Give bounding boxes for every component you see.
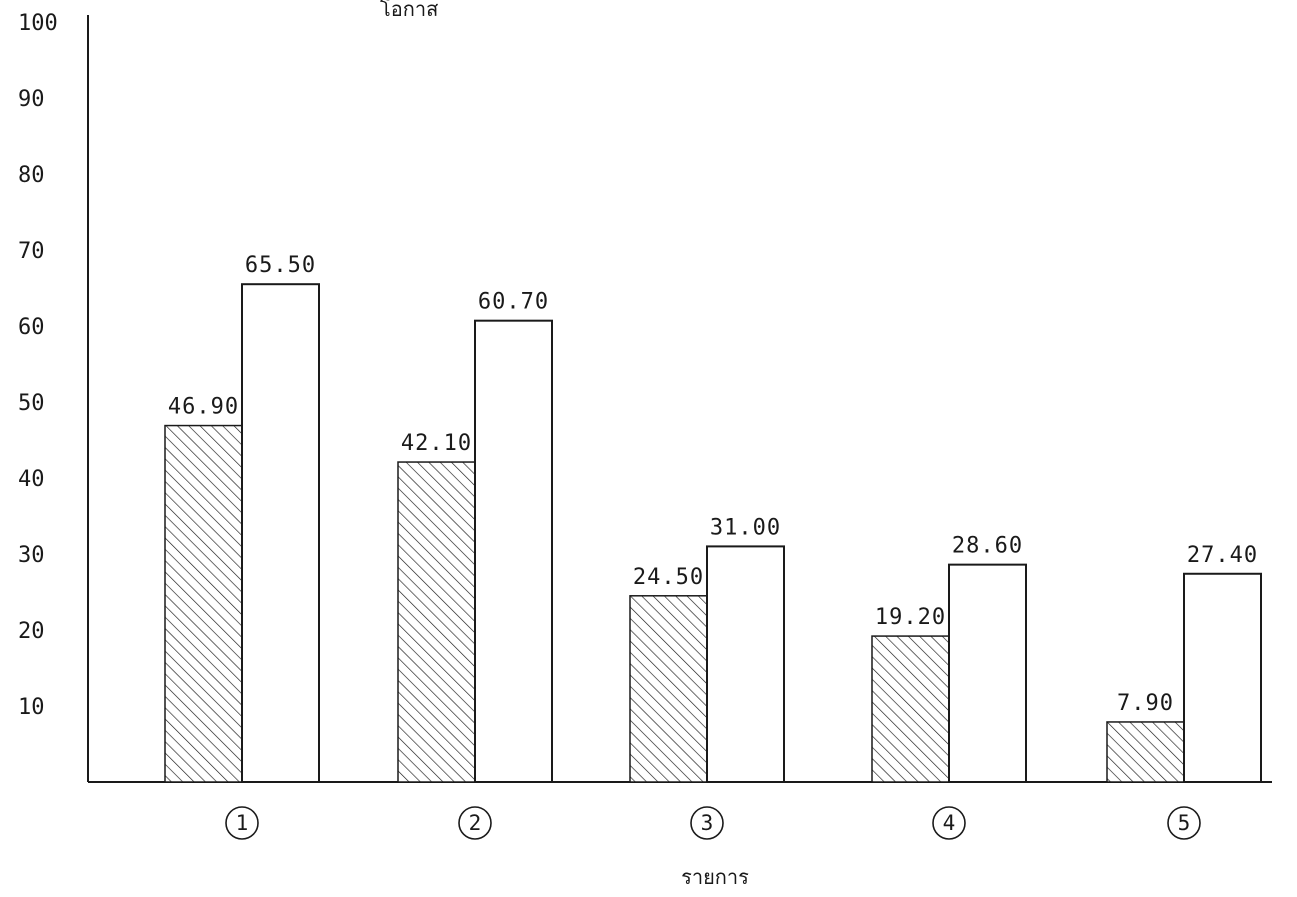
bar-open <box>706 545 785 784</box>
bar-value-label: 42.10 <box>401 431 472 456</box>
category-circle <box>458 806 492 840</box>
y-tick-label: 90 <box>18 87 45 112</box>
bar-group <box>164 283 1262 784</box>
category-label-2: 2 <box>458 806 492 840</box>
category-number: 4 <box>943 811 956 835</box>
y-tick-label: 40 <box>18 467 45 492</box>
category-circle <box>225 806 259 840</box>
category-label-3: 3 <box>690 806 724 840</box>
bar-open <box>241 283 320 783</box>
category-labels: 1 2 3 4 5 <box>225 806 1201 840</box>
value-labels: 46.90 42.10 24.50 19.20 7.90 65.50 60.70 31.00 2… <box>168 253 1258 716</box>
bar-value-label: 31.00 <box>710 515 781 540</box>
bar-hatched <box>629 595 708 783</box>
bar-value-label: 24.50 <box>633 565 704 590</box>
category-label-4: 4 <box>932 806 966 840</box>
category-circle <box>1167 806 1201 840</box>
y-tick-label: 60 <box>18 315 45 340</box>
bar-hatched <box>164 424 243 783</box>
bar-open <box>948 563 1027 784</box>
y-tick-label: 70 <box>18 239 45 264</box>
category-label-5: 5 <box>1167 806 1201 840</box>
y-tick-label: 30 <box>18 543 45 568</box>
category-label-1: 1 <box>225 806 259 840</box>
bar-hatched <box>1106 721 1185 783</box>
y-tick-label: 10 <box>18 695 45 720</box>
y-tick-label: 50 <box>18 391 45 416</box>
y-axis-title: โอกาส <box>380 0 438 21</box>
category-number: 1 <box>236 811 249 835</box>
category-number: 2 <box>469 811 482 835</box>
category-circle <box>932 806 966 840</box>
bar-value-label: 28.60 <box>952 534 1023 559</box>
bar-open <box>474 319 553 783</box>
bar-hatched <box>397 461 476 783</box>
y-tick-label: 20 <box>18 619 45 644</box>
bar-value-label: 19.20 <box>875 605 946 630</box>
category-circle <box>690 806 724 840</box>
category-number: 3 <box>701 811 714 835</box>
y-tick-label: 80 <box>18 163 45 188</box>
bar-value-label: 65.50 <box>245 253 316 278</box>
bar-value-label: 46.90 <box>168 395 239 420</box>
y-tick-label: 100 <box>18 11 58 36</box>
bar-value-label: 60.70 <box>478 290 549 315</box>
x-axis-title: รายการ <box>681 865 749 889</box>
bar-value-label: 27.40 <box>1187 543 1258 568</box>
y-tick-labels: 10 20 30 40 50 60 70 80 90 100 <box>18 11 58 720</box>
bar-hatched <box>871 635 950 783</box>
bar-open <box>1183 572 1262 784</box>
category-number: 5 <box>1178 811 1191 835</box>
bar-value-label: 7.90 <box>1117 691 1174 716</box>
